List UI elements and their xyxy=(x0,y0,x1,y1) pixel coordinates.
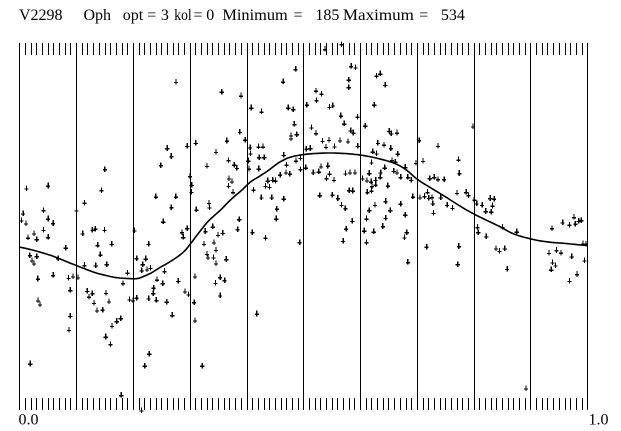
svg-text:185: 185 xyxy=(315,7,339,24)
svg-text:Oph: Oph xyxy=(84,7,112,24)
svg-text:=: = xyxy=(147,7,156,24)
svg-text:Maximum: Maximum xyxy=(343,7,415,24)
svg-text:3: 3 xyxy=(161,7,169,24)
svg-text:Minimum: Minimum xyxy=(222,7,288,24)
svg-text:534: 534 xyxy=(441,7,465,24)
svg-text:0: 0 xyxy=(206,7,214,24)
svg-text:0.0: 0.0 xyxy=(19,411,39,428)
svg-text:kol: kol xyxy=(174,7,192,24)
svg-text:opt: opt xyxy=(123,7,144,24)
svg-text:=: = xyxy=(294,7,303,24)
svg-text:=: = xyxy=(419,7,428,24)
svg-text:V2298: V2298 xyxy=(19,7,63,24)
svg-text:=: = xyxy=(194,7,203,24)
svg-text:1.0: 1.0 xyxy=(589,411,609,428)
